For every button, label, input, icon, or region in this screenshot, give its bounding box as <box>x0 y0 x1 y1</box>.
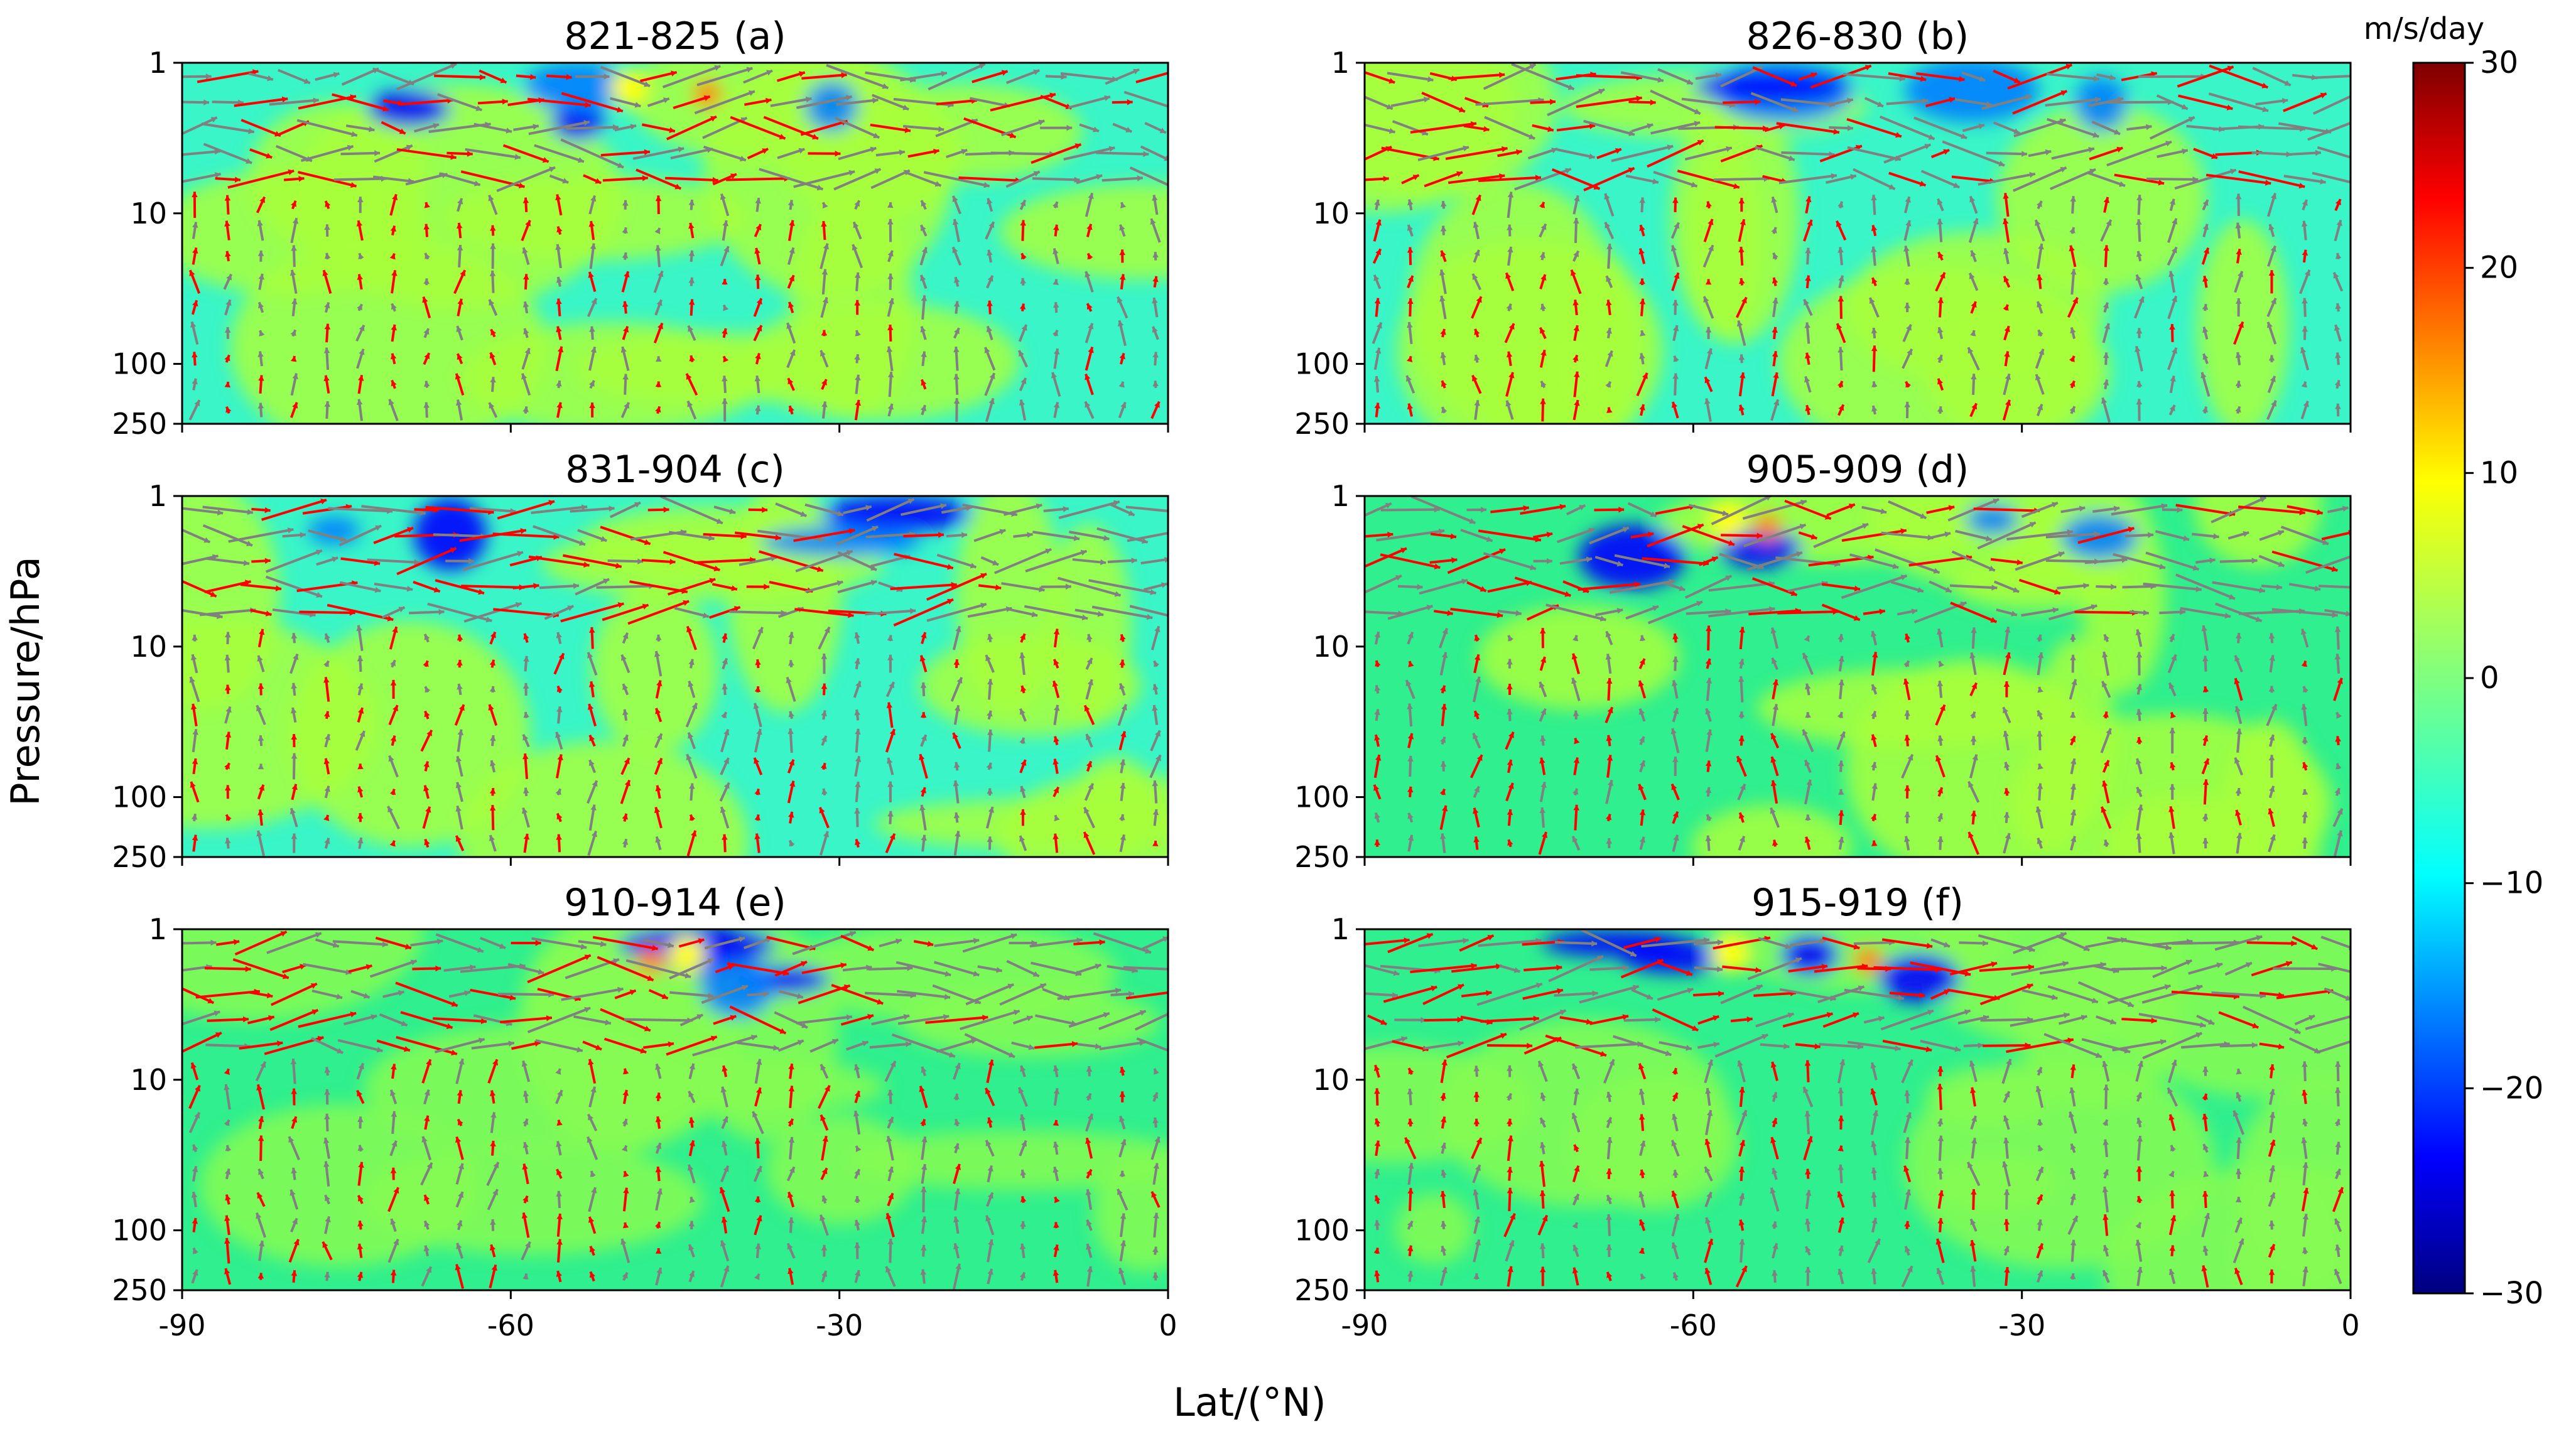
panel-frame <box>1363 62 2352 425</box>
y-tick-label: 10 <box>130 630 167 664</box>
y-tick-label: 250 <box>1294 840 1350 874</box>
panel-c: 831-904 (c) 1 10 100 250 <box>112 448 1169 874</box>
contour-field <box>182 63 1168 424</box>
panel-frame <box>181 62 1169 425</box>
panel-title: 905-909 (d) <box>1746 448 1969 492</box>
y-tick-label: 1 <box>1331 46 1350 80</box>
y-axis-label: Pressure/hPa <box>3 556 48 806</box>
colorbar-unit: m/s/day <box>2364 11 2484 46</box>
panel-title: 915-919 (f) <box>1751 881 1964 925</box>
x-tick-label: 0 <box>1159 1308 1177 1342</box>
colorbar-tick-label: 10 <box>2480 455 2518 490</box>
y-tick-label: 100 <box>1294 1214 1350 1248</box>
x-tick-label: -60 <box>487 1308 534 1342</box>
y-tick-label: 250 <box>1294 407 1350 441</box>
panel-title: 821-825 (a) <box>564 14 786 58</box>
y-tick-label: 100 <box>1294 347 1350 381</box>
y-tick-label: 10 <box>1312 630 1350 664</box>
x-tick-label: -30 <box>816 1308 863 1342</box>
panel-title: 910-914 (e) <box>564 881 786 925</box>
colorbar-tick-label: 20 <box>2480 251 2518 286</box>
panel-b: 826-830 (b) 1 10 100 250 <box>1294 14 2352 441</box>
y-tick-label: 250 <box>112 1273 167 1307</box>
panel-title: 831-904 (c) <box>565 448 785 492</box>
vector-field <box>1365 929 2351 1288</box>
panel-frame <box>1363 495 2352 858</box>
y-tick-label: 10 <box>130 197 167 230</box>
colorbar: m/s/day 30 20 10 0 −10 −20 −30 <box>2364 11 2544 1311</box>
colorbar-gradient <box>2412 62 2466 1295</box>
colorbar-tick-label: −30 <box>2480 1276 2543 1311</box>
y-tick-label: 1 <box>1331 479 1350 513</box>
x-tick-label: -90 <box>158 1308 205 1342</box>
x-axis-label: Lat/(°N) <box>1173 1379 1326 1425</box>
y-tick-label: 1 <box>149 46 167 80</box>
x-tick-label: -60 <box>1670 1308 1717 1342</box>
panel-frame <box>181 495 1169 858</box>
contour-field <box>1365 929 2351 1290</box>
y-tick-label: 250 <box>112 840 167 874</box>
colorbar-tick-label: 30 <box>2480 45 2518 80</box>
y-tick-label: 100 <box>112 1214 167 1248</box>
panel-a: 821-825 (a) 1 10 100 250 <box>112 14 1169 441</box>
colorbar-tick-label: −10 <box>2480 866 2543 901</box>
vector-field <box>182 930 1168 1290</box>
panel-frame <box>181 928 1169 1291</box>
x-tick-label: -30 <box>1998 1308 2045 1342</box>
colorbar-tick-label: 0 <box>2480 660 2499 696</box>
y-tick-label: 1 <box>149 479 167 513</box>
y-tick-label: 100 <box>1294 780 1350 814</box>
colorbar-tick-label: −20 <box>2480 1070 2543 1106</box>
y-tick-label: 1 <box>149 912 167 946</box>
y-tick-label: 10 <box>1312 1063 1350 1097</box>
vector-field <box>1365 63 2351 423</box>
panel-d: 905-909 (d) 1 10 100 250 <box>1294 448 2352 874</box>
x-tick-label: -90 <box>1341 1308 1388 1342</box>
y-tick-label: 1 <box>1331 912 1350 946</box>
vector-field <box>1365 496 2351 856</box>
y-tick-label: 10 <box>1312 197 1350 230</box>
panel-frame <box>1363 928 2352 1291</box>
vector-field <box>182 63 1168 423</box>
y-tick-label: 10 <box>130 1063 167 1097</box>
y-tick-label: 100 <box>112 347 167 381</box>
panel-title: 826-830 (b) <box>1746 14 1969 58</box>
contour-field <box>182 929 1168 1290</box>
panel-f: 915-919 (f) 1 10 100 250-90 -60 -30 0 <box>1294 881 2359 1342</box>
vector-field <box>182 496 1168 856</box>
contour-field <box>182 496 1168 857</box>
x-tick-label: 0 <box>2341 1308 2359 1342</box>
y-tick-label: 100 <box>112 780 167 814</box>
panel-e: 910-914 (e) 1 10 100 250-90 -60 -30 0 <box>112 881 1177 1342</box>
y-tick-label: 250 <box>1294 1273 1350 1307</box>
y-tick-label: 250 <box>112 407 167 441</box>
contour-field <box>1365 496 2351 857</box>
